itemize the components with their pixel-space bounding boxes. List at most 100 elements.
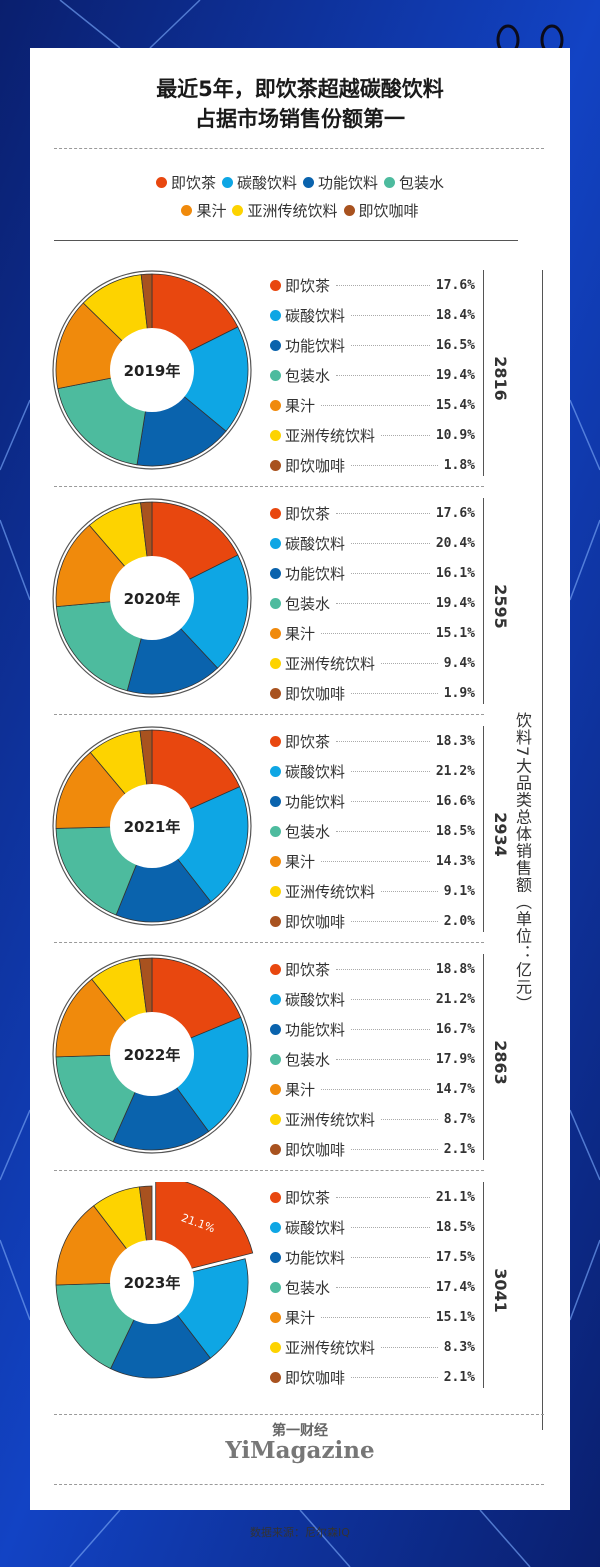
- row-category: 果汁: [285, 624, 316, 643]
- panel-divider: [54, 486, 484, 487]
- row-swatch: [270, 1023, 281, 1035]
- value-row: 果汁 15.1%: [270, 622, 475, 644]
- year-label: 2022年: [124, 1046, 181, 1064]
- row-leader: [336, 1058, 430, 1060]
- legend-swatch: [303, 177, 314, 188]
- value-row: 亚洲传统饮料 8.7%: [270, 1108, 475, 1130]
- legend-swatch: [232, 205, 244, 216]
- row-swatch: [270, 507, 281, 519]
- row-leader: [336, 830, 430, 832]
- pie-slice: [115, 825, 212, 923]
- row-category: 功能饮料: [285, 1020, 346, 1039]
- row-swatch: [270, 687, 281, 699]
- legend-label: 碳酸饮料: [236, 174, 297, 192]
- value-row: 即饮茶 17.6%: [270, 502, 475, 524]
- row-leader: [321, 632, 430, 634]
- legend-item: 亚洲传统饮料: [232, 200, 338, 221]
- legend-label: 包装水: [399, 174, 445, 192]
- row-percentage: 15.4%: [435, 397, 475, 413]
- value-row: 包装水 19.4%: [270, 592, 475, 614]
- row-category: 即饮茶: [285, 1188, 331, 1207]
- data-source: 数据来源：尼尔森IQ: [250, 1526, 350, 1539]
- row-percentage: 14.7%: [435, 1081, 475, 1097]
- row-category: 碳酸饮料: [285, 306, 346, 325]
- legend-label: 即饮咖啡: [358, 202, 419, 220]
- footer-divider-bottom: [54, 1484, 544, 1485]
- value-row: 亚洲传统饮料 9.1%: [270, 880, 475, 902]
- legend-label: 果汁: [196, 202, 227, 220]
- row-category: 包装水: [285, 822, 331, 841]
- row-percentage: 17.6%: [435, 505, 475, 521]
- total-divider: [483, 954, 484, 1160]
- row-percentage: 18.5%: [435, 1219, 475, 1235]
- brand-cn: 第一财经: [272, 1423, 328, 1439]
- row-category: 亚洲传统饮料: [285, 654, 376, 673]
- value-row: 即饮咖啡 2.1%: [270, 1366, 475, 1388]
- row-category: 包装水: [285, 366, 331, 385]
- panel-divider: [54, 1170, 484, 1171]
- row-swatch: [270, 963, 281, 975]
- row-category: 果汁: [285, 1080, 316, 1099]
- row-category: 包装水: [285, 594, 331, 613]
- row-category: 即饮咖啡: [285, 684, 346, 703]
- legend-item: 功能饮料: [303, 172, 378, 193]
- total-value: 2934: [490, 811, 510, 857]
- row-leader: [336, 512, 430, 514]
- row-swatch: [270, 1311, 281, 1323]
- pie-outline: [52, 954, 252, 1154]
- row-category: 即饮咖啡: [285, 456, 346, 475]
- row-category: 果汁: [285, 396, 316, 415]
- row-percentage: 16.6%: [435, 793, 475, 809]
- year-label: 2021年: [124, 818, 181, 836]
- row-category: 亚洲传统饮料: [285, 1338, 376, 1357]
- row-leader: [351, 572, 430, 574]
- row-swatch: [270, 567, 281, 579]
- row-leader: [381, 662, 438, 664]
- total-value: 2595: [490, 583, 510, 629]
- brand-logo: YiMagazine: [225, 1437, 375, 1464]
- row-category: 功能饮料: [285, 564, 346, 583]
- row-category: 果汁: [285, 1308, 316, 1327]
- total-divider: [483, 270, 484, 476]
- row-swatch: [270, 1371, 281, 1383]
- row-leader: [336, 740, 430, 742]
- pie-outline: [52, 498, 252, 698]
- legend-item: 即饮茶: [155, 172, 216, 193]
- row-percentage: 17.5%: [435, 1249, 475, 1265]
- total-value: 3041: [490, 1267, 510, 1313]
- legend-item: 即饮咖啡: [343, 200, 419, 221]
- row-leader: [351, 1148, 438, 1150]
- row-leader: [336, 602, 430, 604]
- row-percentage: 10.9%: [435, 427, 475, 443]
- panel-divider: [54, 714, 484, 715]
- row-swatch: [270, 537, 281, 549]
- year-label: 2019年: [124, 362, 181, 380]
- legend-swatch: [384, 177, 396, 188]
- legend-label: 亚洲传统饮料: [247, 202, 338, 220]
- value-row: 即饮茶 18.8%: [270, 958, 475, 980]
- row-swatch: [270, 1221, 281, 1233]
- row-swatch: [270, 885, 281, 897]
- donut-hole: [110, 784, 194, 868]
- row-leader: [351, 542, 430, 544]
- row-leader: [381, 1346, 438, 1348]
- row-percentage: 8.3%: [443, 1339, 475, 1355]
- total-value: 2863: [490, 1039, 510, 1085]
- year-panel: 21.1% 2023年 即饮茶 21.1% 碳酸饮料 18.5% 功能饮料 17.5% 包装水 1…: [30, 1172, 570, 1400]
- row-swatch: [270, 657, 281, 669]
- value-row: 即饮咖啡 1.9%: [270, 682, 475, 704]
- row-leader: [351, 800, 430, 802]
- row-percentage: 18.8%: [435, 961, 475, 977]
- row-swatch: [270, 429, 281, 441]
- row-category: 碳酸饮料: [285, 534, 346, 553]
- legend-item: 果汁: [181, 200, 226, 221]
- row-leader: [336, 374, 430, 376]
- row-swatch: [270, 1251, 281, 1263]
- year-panel: 2020年 即饮茶 17.6% 碳酸饮料 20.4% 功能饮料 16.1% 包装水 19.4% 果…: [30, 488, 570, 716]
- row-swatch: [270, 765, 281, 777]
- row-leader: [336, 1196, 430, 1198]
- row-percentage: 15.1%: [435, 1309, 475, 1325]
- row-percentage: 16.1%: [435, 565, 475, 581]
- value-row: 功能饮料 16.5%: [270, 334, 475, 356]
- row-leader: [321, 404, 430, 406]
